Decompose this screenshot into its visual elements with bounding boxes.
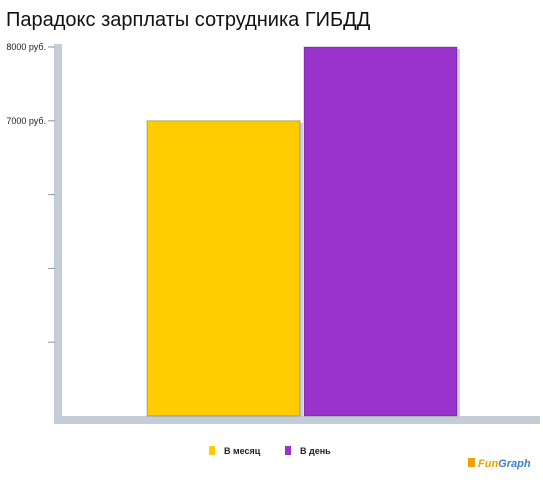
x-axis-floor <box>54 416 540 424</box>
y-axis <box>54 44 62 420</box>
legend-label: В месяц <box>224 446 261 456</box>
bars <box>146 46 460 417</box>
logo-text-graph: Graph <box>498 458 531 470</box>
legend-swatch <box>209 446 215 455</box>
logo-mark <box>468 458 475 467</box>
bar <box>146 120 301 417</box>
chart-title: Парадокс зарплаты сотрудника ГИБДД <box>6 9 371 31</box>
logo-text-fun: Fun <box>478 458 498 470</box>
legend-swatch <box>285 446 291 455</box>
logo-text: FunGraph <box>478 458 531 470</box>
y-axis-ticks: 7000 руб. 8000 руб. <box>6 42 55 343</box>
y-tick-label: 8000 руб. <box>6 42 46 52</box>
funGraph-logo: FunGraph <box>468 458 531 470</box>
y-axis-wall <box>54 44 62 420</box>
x-axis <box>54 416 540 424</box>
legend-label: В день <box>300 446 331 456</box>
y-tick-label: 7000 руб. <box>6 116 46 126</box>
legend: В месяц В день <box>209 446 331 456</box>
bar <box>303 46 458 417</box>
